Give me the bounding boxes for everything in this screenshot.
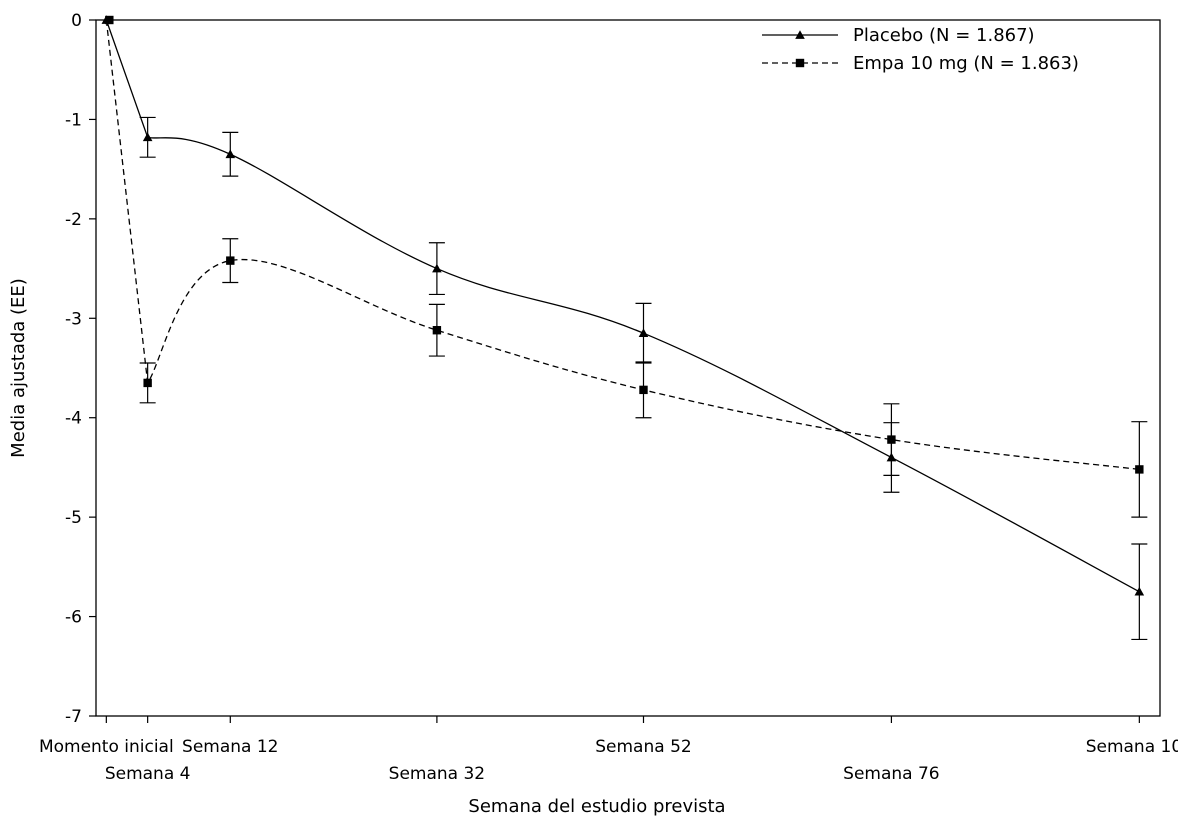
y-tick-label: -3 (65, 309, 82, 329)
series-empa-10mg (105, 15, 1148, 518)
data-point (1134, 586, 1145, 596)
data-point (143, 378, 152, 388)
data-point (432, 263, 442, 273)
x-tick-label: Semana 4 (105, 764, 191, 784)
data-point (639, 385, 648, 395)
x-tick-label: Momento inicial (39, 737, 174, 757)
x-tick-label: Semana 12 (182, 737, 278, 757)
data-point (638, 328, 649, 338)
data-point (225, 149, 236, 159)
x-tick-label: Semana 76 (843, 764, 939, 784)
legend-marker (795, 30, 805, 39)
y-tick-label: -6 (65, 608, 82, 628)
y-axis-title: Media ajustada (EE) (8, 278, 29, 458)
legend-label: Placebo (N = 1.867) (853, 25, 1035, 46)
y-tick-label: 0 (71, 11, 82, 31)
y-tick-label: -7 (65, 707, 82, 727)
series-placebo (101, 15, 1148, 641)
series-line (105, 19, 1140, 593)
data-point (1135, 465, 1144, 474)
data-point (226, 256, 235, 265)
legend-label: Empa 10 mg (N = 1.863) (853, 53, 1079, 74)
data-point (105, 15, 114, 25)
legend-marker (795, 58, 805, 68)
y-tick-label: -1 (65, 110, 82, 130)
plot-frame (95, 19, 1161, 717)
data-point (142, 132, 153, 142)
series-layer (101, 15, 1148, 641)
data-point (432, 326, 442, 335)
y-tick-label: -5 (65, 508, 82, 528)
x-tick-label: Semana 100 (1086, 737, 1178, 757)
x-tick-label: Semana 32 (389, 764, 485, 784)
x-axis-title: Semana del estudio prevista (468, 796, 725, 817)
legend: Placebo (N = 1.867) Empa 10 mg (N = 1.863… (762, 25, 1079, 74)
series-line (105, 19, 1140, 471)
x-tick-label: Semana 52 (595, 737, 691, 757)
axes: 0 -1 -2 -3 -4 -5 -6 -7 Momento inicial Semana 4 Se… (39, 11, 1178, 784)
y-tick-label: -4 (65, 409, 82, 429)
data-point (887, 435, 896, 444)
y-tick-label: -2 (65, 210, 82, 230)
